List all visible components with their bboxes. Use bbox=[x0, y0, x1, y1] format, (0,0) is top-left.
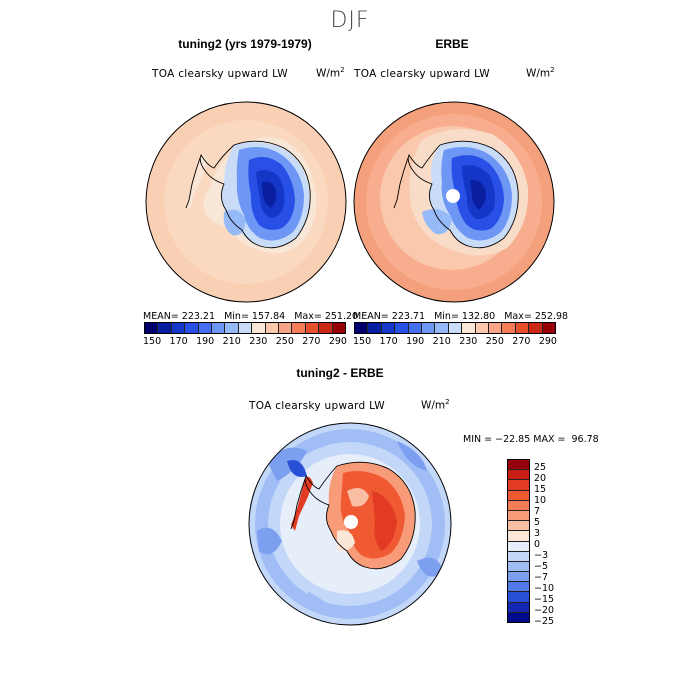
left-colorbar-tick-label: 210 bbox=[222, 336, 241, 347]
right-colorbar-swatch bbox=[395, 323, 409, 333]
diff-colorbar-tick-label: −7 bbox=[534, 572, 549, 583]
diff-colorbar-tick-label: 10 bbox=[534, 495, 547, 506]
diff-colorbar-tick-label: −3 bbox=[534, 550, 549, 561]
right-colorbar-swatch bbox=[462, 323, 476, 333]
diff-colorbar-swatch bbox=[508, 460, 529, 471]
left-colorbar-swatch bbox=[225, 323, 239, 333]
right-field-label: TOA clearsky upward LW bbox=[354, 68, 490, 80]
left-colorbar-tick-label: 250 bbox=[275, 336, 294, 347]
right-colorbar-tick-label: 190 bbox=[406, 336, 425, 347]
right-colorbar-swatch bbox=[529, 323, 543, 333]
right-colorbar-swatch bbox=[422, 323, 436, 333]
right-colorbar-swatch bbox=[542, 323, 556, 333]
diff-colorbar bbox=[507, 459, 530, 623]
diff-colorbar-swatch bbox=[508, 602, 529, 613]
left-colorbar-ticks: 150 170 190 210 230 250 270 290 bbox=[143, 336, 347, 347]
diff-colorbar-swatch bbox=[508, 490, 529, 501]
diff-colorbar-swatch bbox=[508, 480, 529, 491]
diff-colorbar-tick-label: 5 bbox=[534, 517, 541, 528]
right-colorbar-swatch bbox=[489, 323, 503, 333]
right-colorbar-swatch bbox=[475, 323, 490, 333]
right-colorbar-ticks: 150 170 190 210 230 250 270 290 bbox=[353, 336, 557, 347]
diff-field-label: TOA clearsky upward LW bbox=[249, 400, 385, 412]
left-colorbar-tick-label: 170 bbox=[169, 336, 188, 347]
right-colorbar-tick-label: 290 bbox=[538, 336, 557, 347]
right-colorbar-swatch bbox=[381, 323, 396, 333]
left-colorbar-swatch bbox=[252, 323, 266, 333]
diff-antarctic-map bbox=[248, 422, 452, 626]
diff-colorbar-tick-label: −10 bbox=[534, 583, 555, 594]
diff-colorbar-tick-label: 15 bbox=[534, 484, 547, 495]
left-colorbar-swatch bbox=[279, 323, 293, 333]
diff-colorbar-swatch bbox=[508, 561, 529, 573]
diff-colorbar-swatch bbox=[508, 582, 529, 593]
left-antarctic-map bbox=[145, 101, 347, 303]
right-colorbar-swatch bbox=[502, 323, 516, 333]
diff-colorbar-swatch bbox=[508, 592, 529, 603]
right-colorbar-tick-label: 170 bbox=[379, 336, 398, 347]
right-panel-title: ERBE bbox=[435, 37, 469, 51]
left-colorbar-swatch bbox=[212, 323, 226, 333]
left-colorbar-swatch bbox=[158, 323, 172, 333]
diff-colorbar-swatch bbox=[508, 510, 529, 522]
right-colorbar-tick-label: 230 bbox=[459, 336, 478, 347]
left-colorbar-tick-label: 270 bbox=[302, 336, 321, 347]
right-colorbar-swatch bbox=[368, 323, 382, 333]
diff-colorbar-swatch bbox=[508, 500, 529, 511]
diff-colorbar-swatch bbox=[508, 470, 529, 481]
diff-colorbar-tick-label: −5 bbox=[534, 561, 549, 572]
diff-colorbar-swatch bbox=[508, 541, 529, 552]
left-field-label: TOA clearsky upward LW bbox=[152, 68, 288, 80]
diff-minmax: MIN = −22.85 MAX = 96.78 bbox=[463, 434, 599, 445]
left-colorbar-swatch bbox=[198, 323, 213, 333]
left-panel-title: tuning2 (yrs 1979-1979) bbox=[178, 37, 312, 51]
left-colorbar bbox=[144, 322, 346, 334]
diff-colorbar-swatch bbox=[508, 521, 529, 532]
right-colorbar-swatch bbox=[435, 323, 449, 333]
season-title: DJF bbox=[330, 8, 370, 33]
diff-colorbar-swatch bbox=[508, 612, 529, 622]
right-colorbar-tick-label: 210 bbox=[432, 336, 451, 347]
right-colorbar-tick-label: 270 bbox=[512, 336, 531, 347]
diff-colorbar-tick-label: 3 bbox=[534, 528, 541, 539]
diff-colorbar-tick-label: −15 bbox=[534, 594, 555, 605]
right-antarctic-map bbox=[353, 101, 555, 303]
diff-colorbar-tick-label: 20 bbox=[534, 473, 547, 484]
diff-colorbar-tick-label: 7 bbox=[534, 506, 541, 517]
left-colorbar-swatch bbox=[332, 323, 346, 333]
right-colorbar-swatch bbox=[408, 323, 423, 333]
left-colorbar-swatch bbox=[238, 323, 253, 333]
diff-colorbar-tick-label: 25 bbox=[534, 462, 547, 473]
left-colorbar-swatch bbox=[305, 323, 320, 333]
left-colorbar-swatch bbox=[171, 323, 186, 333]
diff-colorbar-tick-label: −25 bbox=[534, 616, 555, 627]
diff-colorbar-swatch bbox=[508, 551, 529, 562]
right-colorbar-swatch bbox=[448, 323, 463, 333]
diff-colorbar-tick-label: −20 bbox=[534, 605, 555, 616]
diff-panel-title: tuning2 - ERBE bbox=[296, 366, 384, 380]
left-colorbar-tick-label: 150 bbox=[143, 336, 162, 347]
left-colorbar-tick-label: 290 bbox=[328, 336, 347, 347]
right-colorbar-tick-label: 250 bbox=[485, 336, 504, 347]
right-colorbar-tick-label: 150 bbox=[353, 336, 372, 347]
left-colorbar-tick-label: 230 bbox=[249, 336, 268, 347]
left-colorbar-swatch bbox=[265, 323, 280, 333]
diff-colorbar-swatch bbox=[508, 572, 529, 583]
diff-colorbar-swatch bbox=[508, 531, 529, 542]
right-colorbar-swatch bbox=[515, 323, 530, 333]
right-colorbar-swatch bbox=[355, 323, 369, 333]
left-colorbar-swatch bbox=[145, 323, 159, 333]
diff-unit: W/m2 bbox=[421, 398, 450, 412]
diff-colorbar-tick-label: 0 bbox=[534, 539, 541, 550]
left-colorbar-tick-label: 190 bbox=[196, 336, 215, 347]
left-colorbar-swatch bbox=[319, 323, 333, 333]
diff-colorbar-ticks: 25 20 15 10 7 5 3 0 −3 −5 −7 −10 −15 −20 −25 bbox=[534, 462, 555, 627]
left-stats: MEAN= 223.21 Min= 157.84 Max= 251.20 bbox=[143, 311, 359, 322]
right-colorbar bbox=[354, 322, 556, 334]
left-colorbar-swatch bbox=[292, 323, 306, 333]
left-unit: W/m2 bbox=[316, 66, 345, 80]
right-unit: W/m2 bbox=[526, 66, 555, 80]
right-stats: MEAN= 223.71 Min= 132.80 Max= 252.98 bbox=[353, 311, 569, 322]
left-colorbar-swatch bbox=[185, 323, 199, 333]
